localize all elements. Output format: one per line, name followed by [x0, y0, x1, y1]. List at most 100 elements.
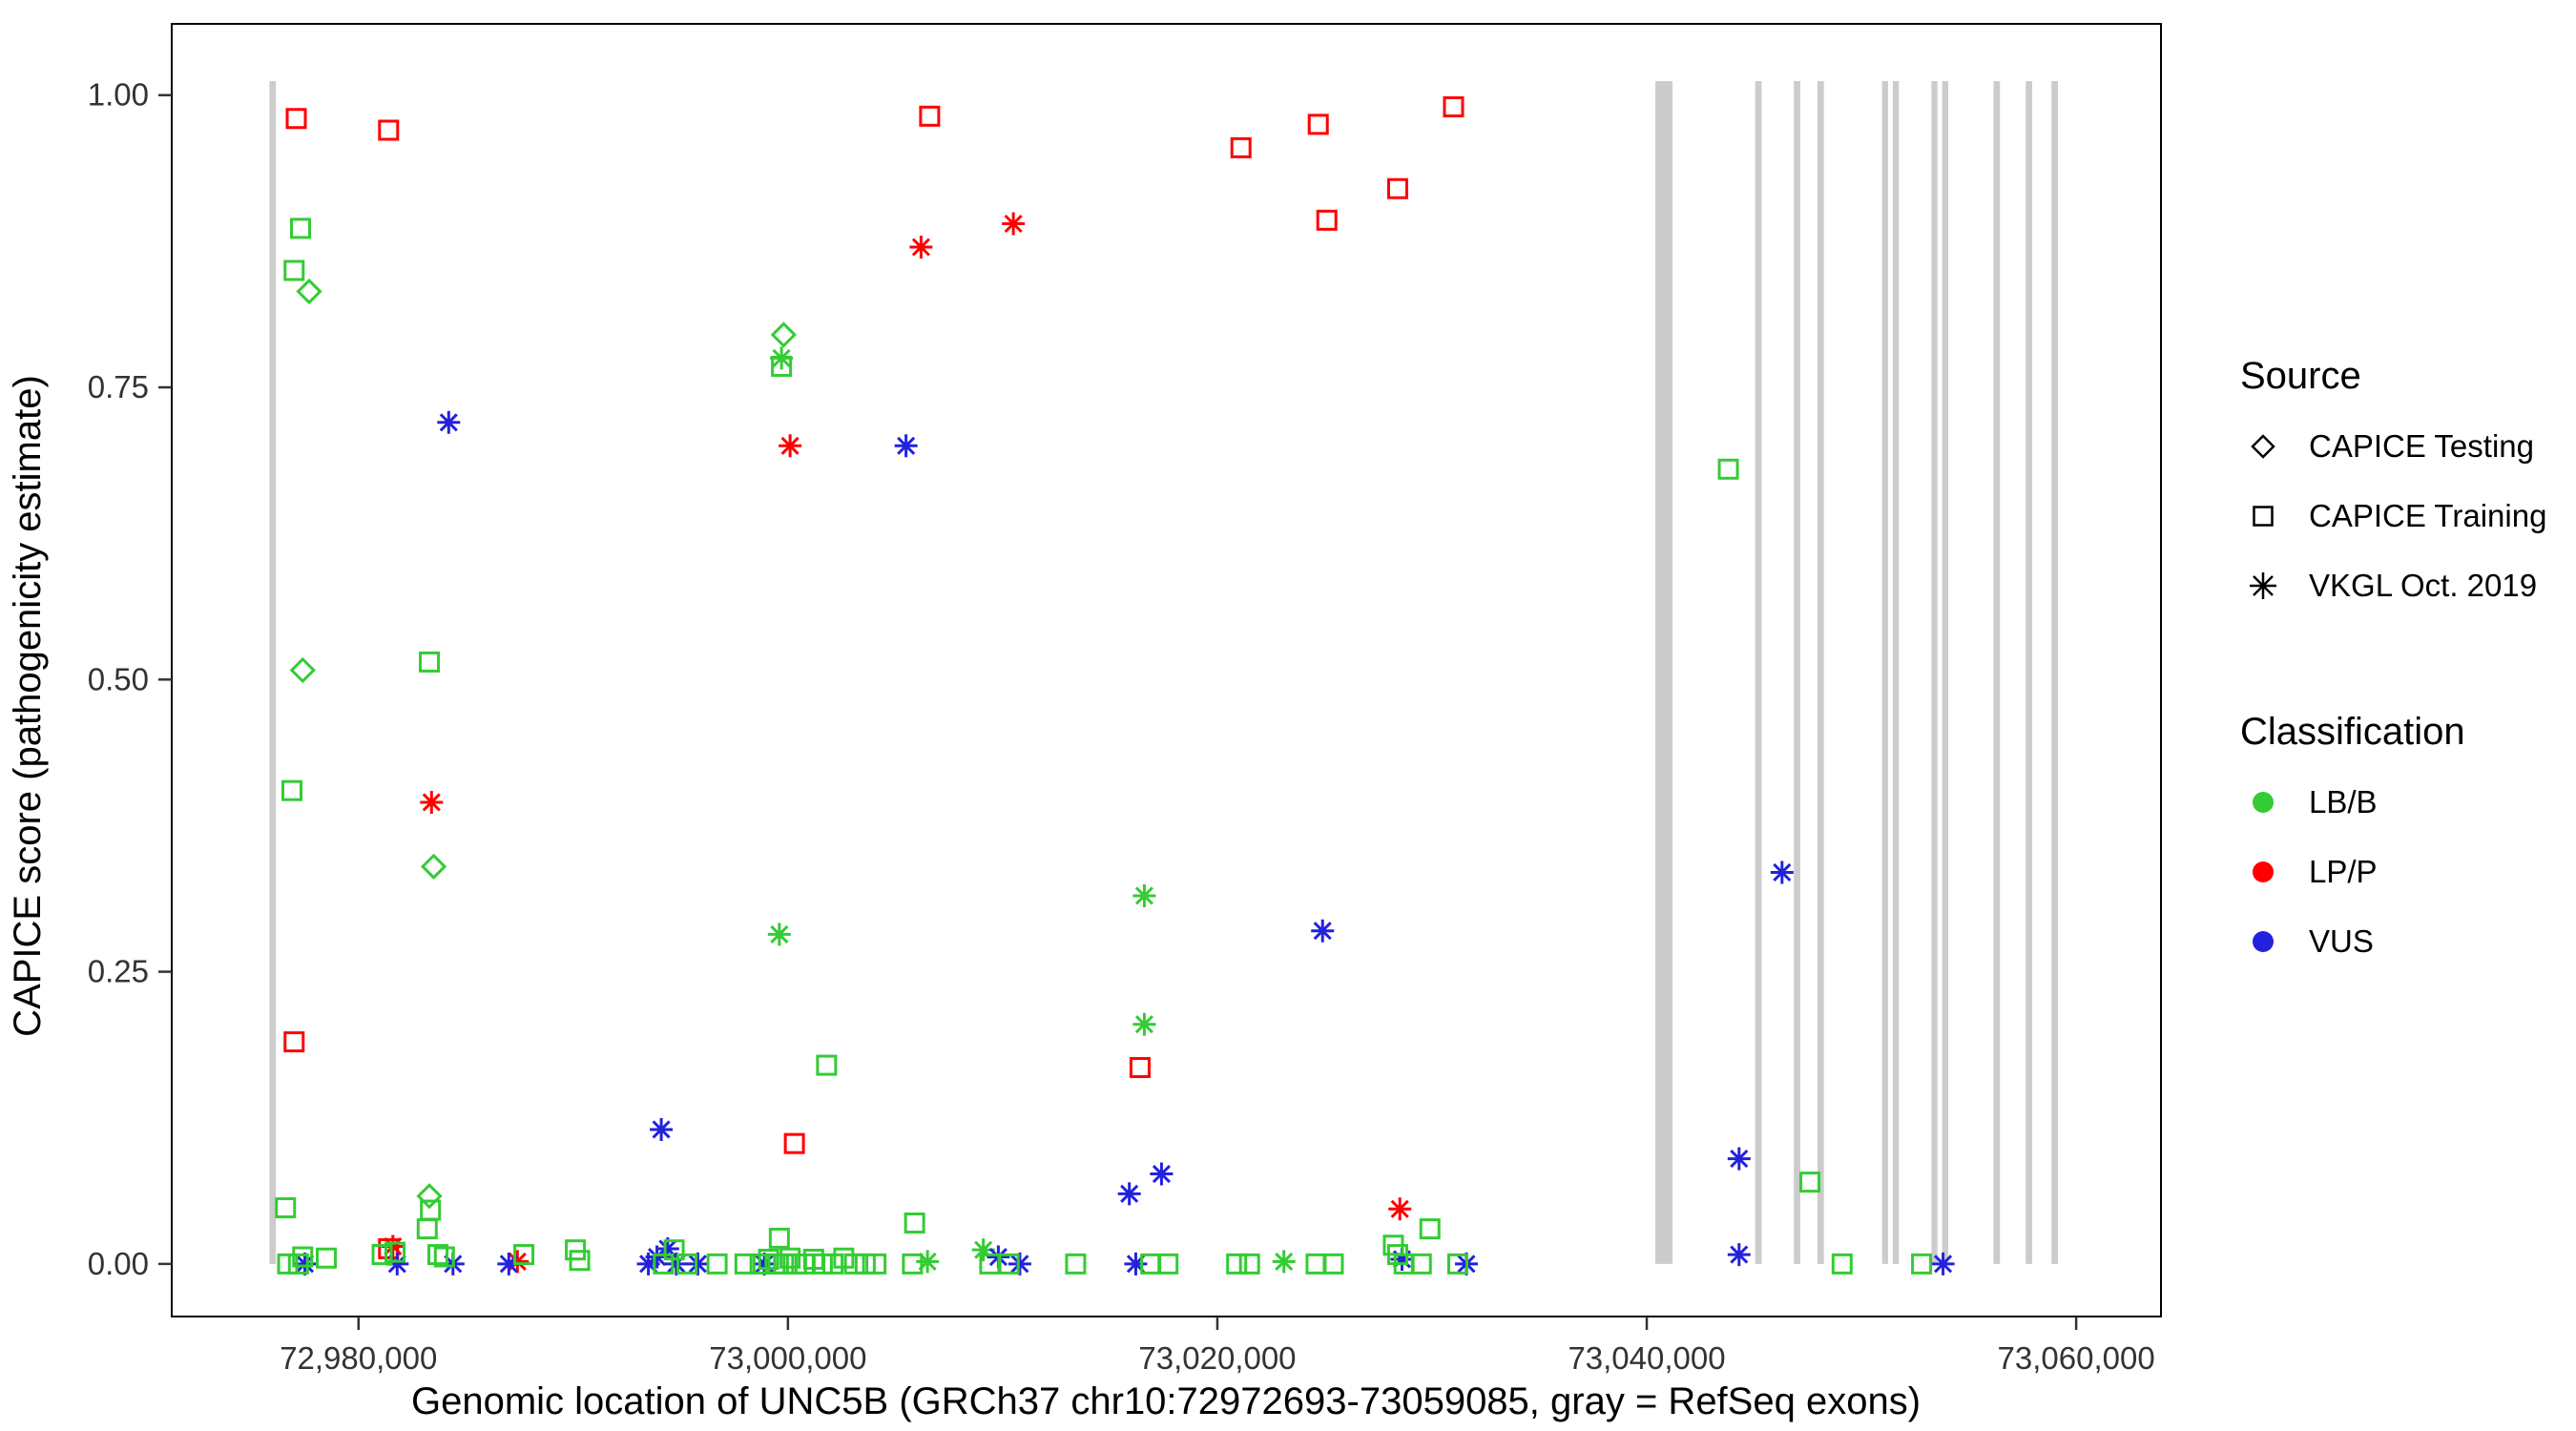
data-point-diamond [296, 278, 322, 305]
data-point-square [427, 1244, 449, 1266]
legend-source: Source CAPICE Testing CAPICE Training [2240, 355, 2576, 620]
y-tick-label: 0.50 [88, 661, 149, 696]
data-point-square [1238, 1253, 1260, 1275]
data-point-square [292, 1246, 314, 1268]
x-axis-title: Genomic location of UNC5B (GRCh37 chr10:… [411, 1380, 1921, 1422]
data-point-square [904, 1212, 925, 1234]
legend: Source CAPICE Testing CAPICE Training [2240, 355, 2576, 976]
data-point-square [1226, 1253, 1248, 1275]
data-point-square [378, 119, 400, 141]
data-point-square [565, 1239, 587, 1261]
panel-border [171, 23, 2162, 1317]
data-point-diamond [770, 321, 797, 348]
data-point-square [569, 1250, 591, 1272]
lbb-dot-icon [2253, 791, 2274, 813]
data-point-square [1316, 209, 1338, 231]
data-point-square [779, 1247, 801, 1269]
exon-line [1881, 81, 1888, 1264]
data-point-diamond [416, 1183, 443, 1210]
data-point-diamond [420, 853, 447, 880]
data-point-square [811, 1253, 833, 1275]
data-point-asterisk [506, 1250, 530, 1274]
data-point-square [1717, 458, 1739, 480]
data-point-square [1419, 1218, 1441, 1240]
data-point-square [816, 1054, 838, 1076]
data-point-square [433, 1246, 455, 1268]
data-point-asterisk [767, 923, 791, 946]
data-point-asterisk [645, 1245, 669, 1269]
x-tick-label: 73,020,000 [1138, 1340, 1296, 1376]
legend-item-capice-testing: CAPICE Testing [2240, 411, 2576, 481]
data-point-square [663, 1239, 685, 1261]
data-point-square [998, 1253, 1020, 1275]
legend-item-label: VKGL Oct. 2019 [2309, 567, 2538, 603]
data-point-square [1911, 1253, 1933, 1275]
data-point-asterisk [650, 1117, 674, 1141]
data-point-asterisk [420, 790, 444, 814]
y-tick-label: 0.25 [88, 954, 149, 989]
data-point-square [919, 105, 941, 127]
data-point-square [384, 1241, 406, 1263]
data-point-square [734, 1253, 756, 1275]
data-point-asterisk [655, 1236, 679, 1260]
data-point-square [281, 779, 303, 801]
data-point-asterisk [497, 1252, 521, 1275]
data-point-square [1230, 136, 1252, 158]
data-point-square [283, 259, 305, 281]
legend-item-label: CAPICE Training [2309, 497, 2547, 533]
exon-line [1942, 81, 1948, 1264]
x-tick-label: 73,040,000 [1568, 1340, 1725, 1376]
vus-dot-icon [2253, 930, 2274, 952]
data-point-diamond [289, 656, 316, 684]
data-point-asterisk [1132, 1012, 1156, 1036]
legend-source-title: Source [2240, 355, 2361, 397]
data-point-asterisk [686, 1252, 710, 1275]
exon-line [2025, 81, 2032, 1264]
data-point-square [653, 1253, 675, 1275]
data-point-square [1065, 1253, 1087, 1275]
data-point-square [773, 1253, 795, 1275]
data-point-square [290, 218, 312, 239]
legend-item-label: LB/B [2309, 783, 2378, 819]
data-point-square [277, 1253, 299, 1275]
exon-line [269, 81, 277, 1264]
x-tick-label: 73,000,000 [709, 1340, 866, 1376]
y-tick-label: 1.00 [88, 77, 149, 113]
data-point-square [513, 1244, 535, 1266]
data-point-square [865, 1253, 887, 1275]
data-point-asterisk [770, 346, 794, 370]
data-point-square [1446, 1253, 1468, 1275]
data-point-square [1129, 1057, 1151, 1079]
data-point-asterisk [894, 434, 918, 458]
data-point-square [371, 1244, 393, 1266]
data-point-square [316, 1247, 338, 1269]
data-point-asterisk [971, 1238, 995, 1262]
data-point-square [1410, 1253, 1432, 1275]
exon-line [2051, 81, 2058, 1264]
data-point-asterisk [1727, 1147, 1751, 1171]
data-point-square [378, 1237, 400, 1259]
data-point-asterisk [385, 1252, 409, 1275]
exon-line [1817, 81, 1824, 1264]
legend-item-vus: VUS [2240, 906, 2576, 976]
data-point-asterisk [916, 1250, 940, 1274]
data-point-asterisk [1124, 1252, 1148, 1275]
data-point-asterisk [381, 1234, 405, 1258]
legend-item-lbb: LB/B [2240, 767, 2576, 837]
data-point-asterisk [1002, 212, 1026, 236]
data-point-square [275, 1197, 297, 1219]
data-point-asterisk [293, 1252, 317, 1275]
x-tick-label: 72,980,000 [280, 1340, 437, 1376]
data-point-asterisk [779, 434, 802, 458]
exon-line [1794, 81, 1800, 1264]
data-point-square [1322, 1253, 1344, 1275]
data-point-square [1157, 1253, 1179, 1275]
data-point-square [833, 1247, 855, 1269]
exon-line [1655, 81, 1673, 1264]
data-point-asterisk [1931, 1252, 1955, 1275]
data-point-square [1443, 95, 1465, 117]
exon-line [1931, 81, 1938, 1264]
data-point-asterisk [1770, 861, 1794, 884]
asterisk-icon [2250, 571, 2276, 599]
data-point-square [285, 108, 307, 130]
